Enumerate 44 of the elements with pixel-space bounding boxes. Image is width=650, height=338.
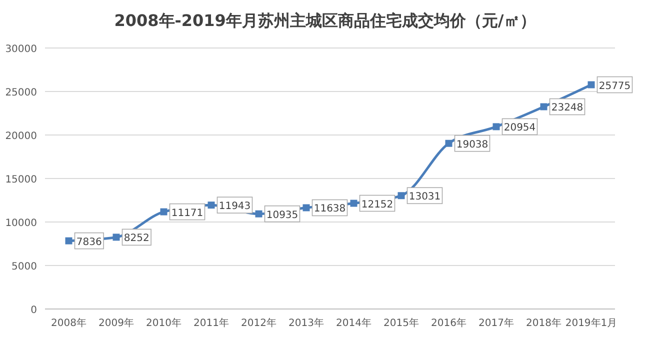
x-tick-label: 2008年	[51, 317, 86, 329]
data-label: 20954	[504, 122, 536, 134]
y-tick-label: 15000	[5, 174, 37, 186]
point	[112, 234, 120, 241]
point	[588, 81, 595, 88]
point	[445, 140, 452, 147]
data-label: 11171	[171, 208, 204, 219]
x-tick-label: 2013年	[288, 317, 324, 329]
data-label: 25775	[598, 80, 631, 92]
data-label: 12152	[361, 199, 394, 210]
x-tick-label: 2012年	[241, 317, 276, 329]
x-tick-label: 2019年1月	[565, 317, 618, 329]
point	[302, 204, 310, 212]
x-tick-label: 2011年	[194, 317, 229, 329]
y-tick-label: 25000	[5, 88, 37, 98]
x-tick-label: 2010年	[146, 317, 182, 329]
data-label: 11943	[218, 201, 251, 212]
data-label: 13031	[408, 192, 441, 203]
x-tick-label: 2014年	[336, 317, 372, 329]
x-tick-label: 2009年	[98, 317, 134, 329]
point	[160, 208, 168, 216]
data-label: 23248	[551, 102, 584, 114]
data-label: 7836	[76, 236, 102, 248]
y-tick-label: 5000	[12, 262, 37, 272]
data-label: 11638	[314, 204, 346, 215]
data-label: 19038	[456, 139, 488, 150]
y-tick-label: 10000	[5, 218, 37, 229]
x-tick-label: 2015年	[384, 317, 419, 329]
y-tick-label: 30000	[5, 44, 37, 55]
point	[255, 210, 262, 218]
x-tick-label: 2017年	[478, 317, 514, 329]
x-tick-label: 2016年	[431, 317, 466, 329]
chart-title: 2008年-2019年月苏州主城区商品住宅成交均价（元/㎡）	[114, 11, 536, 30]
x-tick-label: 2018年	[526, 317, 562, 329]
point	[208, 202, 215, 209]
point	[398, 192, 405, 200]
point	[65, 237, 72, 244]
point	[350, 200, 358, 207]
point	[492, 123, 500, 130]
data-label: 8252	[124, 233, 150, 244]
point	[540, 103, 548, 110]
y-tick-label: 0	[30, 305, 37, 316]
y-tick-label: 20000	[5, 131, 37, 142]
data-label: 10935	[266, 210, 298, 221]
